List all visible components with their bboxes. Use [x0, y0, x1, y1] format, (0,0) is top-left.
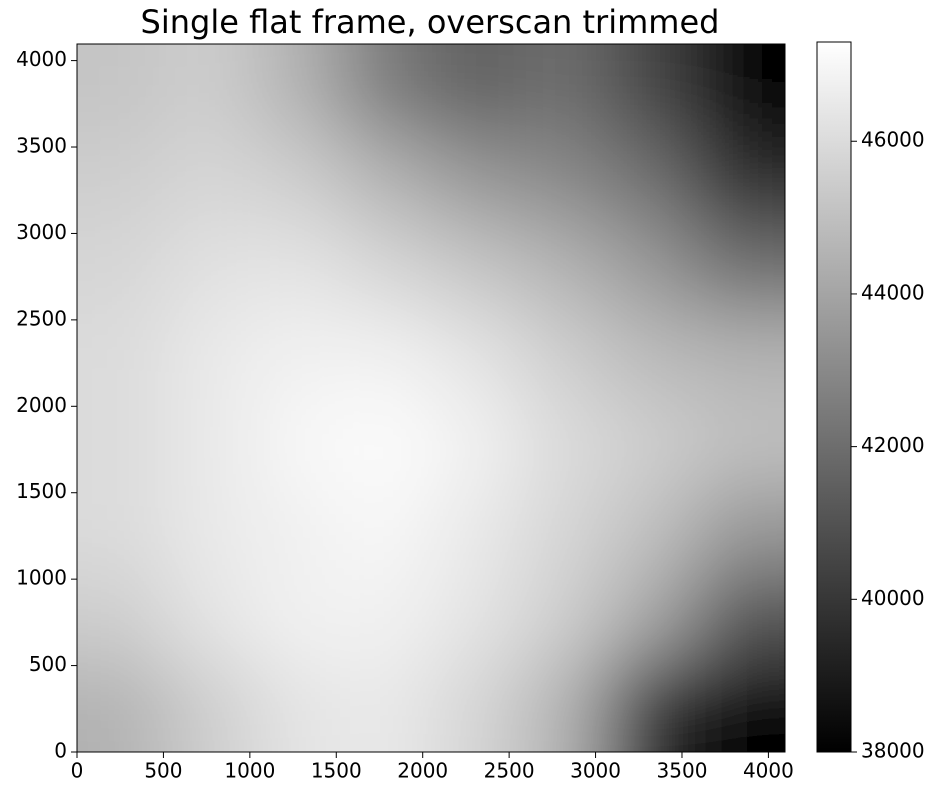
axes-frame	[76, 43, 786, 753]
image-cell	[254, 132, 343, 221]
image-cell	[165, 132, 254, 221]
image-cell	[608, 132, 697, 221]
image-cell	[342, 486, 431, 575]
y-tick-label: 1500	[16, 479, 67, 503]
image-cell	[254, 44, 343, 133]
x-tick-label: 3000	[570, 759, 621, 783]
colorbar-tick-label: 46000	[861, 128, 925, 152]
y-tick-label: 3500	[16, 134, 67, 158]
image-cell	[165, 663, 254, 752]
image-cell	[519, 221, 608, 310]
image-cell	[608, 44, 697, 133]
image-cell	[519, 575, 608, 664]
image-cell	[254, 398, 343, 487]
image-cell	[608, 575, 697, 664]
image-cell	[77, 309, 166, 398]
image-cell	[254, 221, 343, 310]
image-cell	[696, 663, 785, 752]
image-cell	[254, 575, 343, 664]
image-cell	[165, 486, 254, 575]
image-cell	[77, 486, 166, 575]
image-cell	[431, 575, 520, 664]
image-cell	[519, 398, 608, 487]
image-cell	[77, 575, 166, 664]
x-tick-label: 1500	[311, 759, 362, 783]
x-tick-label: 1000	[224, 759, 275, 783]
image-cell	[342, 309, 431, 398]
image-cell	[519, 663, 608, 752]
image-cell	[608, 221, 697, 310]
image-cell	[696, 132, 785, 221]
image-cell	[431, 44, 520, 133]
image-cell	[165, 398, 254, 487]
image-cell	[696, 44, 785, 133]
image-cell	[342, 44, 431, 133]
image-cell	[519, 486, 608, 575]
image	[77, 44, 785, 752]
image-cell	[254, 486, 343, 575]
image-cell	[165, 44, 254, 133]
image-cell	[342, 221, 431, 310]
image-cell	[342, 575, 431, 664]
image-cell	[431, 486, 520, 575]
image-cell	[608, 398, 697, 487]
image-cell	[431, 221, 520, 310]
colorbar-tick-label: 40000	[861, 586, 925, 610]
image-cell	[342, 398, 431, 487]
x-tick-label: 2500	[484, 759, 535, 783]
colorbar-tick-label: 44000	[861, 280, 925, 304]
image-cell	[254, 309, 343, 398]
image-cell	[696, 398, 785, 487]
image-cell	[696, 309, 785, 398]
image-cell	[77, 44, 166, 133]
image-cell	[431, 398, 520, 487]
image-cell	[165, 221, 254, 310]
y-tick-label: 500	[29, 652, 67, 676]
image-cell	[342, 132, 431, 221]
image-cell	[519, 44, 608, 133]
image-cell	[696, 575, 785, 664]
image-cell	[519, 309, 608, 398]
image-cell	[696, 486, 785, 575]
x-tick-label: 500	[144, 759, 182, 783]
colorbar-tick-label: 42000	[861, 433, 925, 457]
image-cell	[608, 309, 697, 398]
image-cell	[254, 663, 343, 752]
y-tick-label: 1000	[16, 566, 67, 590]
image-cell	[77, 663, 166, 752]
colorbar	[816, 41, 852, 753]
chart-title: Single flat frame, overscan trimmed	[141, 3, 720, 41]
image-cell	[77, 398, 166, 487]
image-cell	[431, 132, 520, 221]
y-tick-label: 3000	[16, 220, 67, 244]
image-area	[77, 44, 785, 752]
image-cell	[519, 132, 608, 221]
image-cell	[696, 221, 785, 310]
image-cell	[431, 309, 520, 398]
image-cell	[431, 663, 520, 752]
x-tick-label: 0	[71, 759, 84, 783]
image-cell	[608, 663, 697, 752]
image-cell	[77, 132, 166, 221]
y-tick-label: 2000	[16, 393, 67, 417]
image-cell	[77, 221, 166, 310]
x-tick-label: 4000	[743, 759, 794, 783]
x-tick-label: 3500	[657, 759, 708, 783]
image-cell	[165, 575, 254, 664]
image-cell	[165, 309, 254, 398]
y-tick-label: 0	[54, 739, 67, 763]
image-cell	[608, 486, 697, 575]
y-tick-label: 2500	[16, 306, 67, 330]
image-cell	[342, 663, 431, 752]
y-tick-label: 4000	[16, 47, 67, 71]
colorbar-tick-label: 38000	[861, 739, 925, 763]
x-tick-label: 2000	[397, 759, 448, 783]
